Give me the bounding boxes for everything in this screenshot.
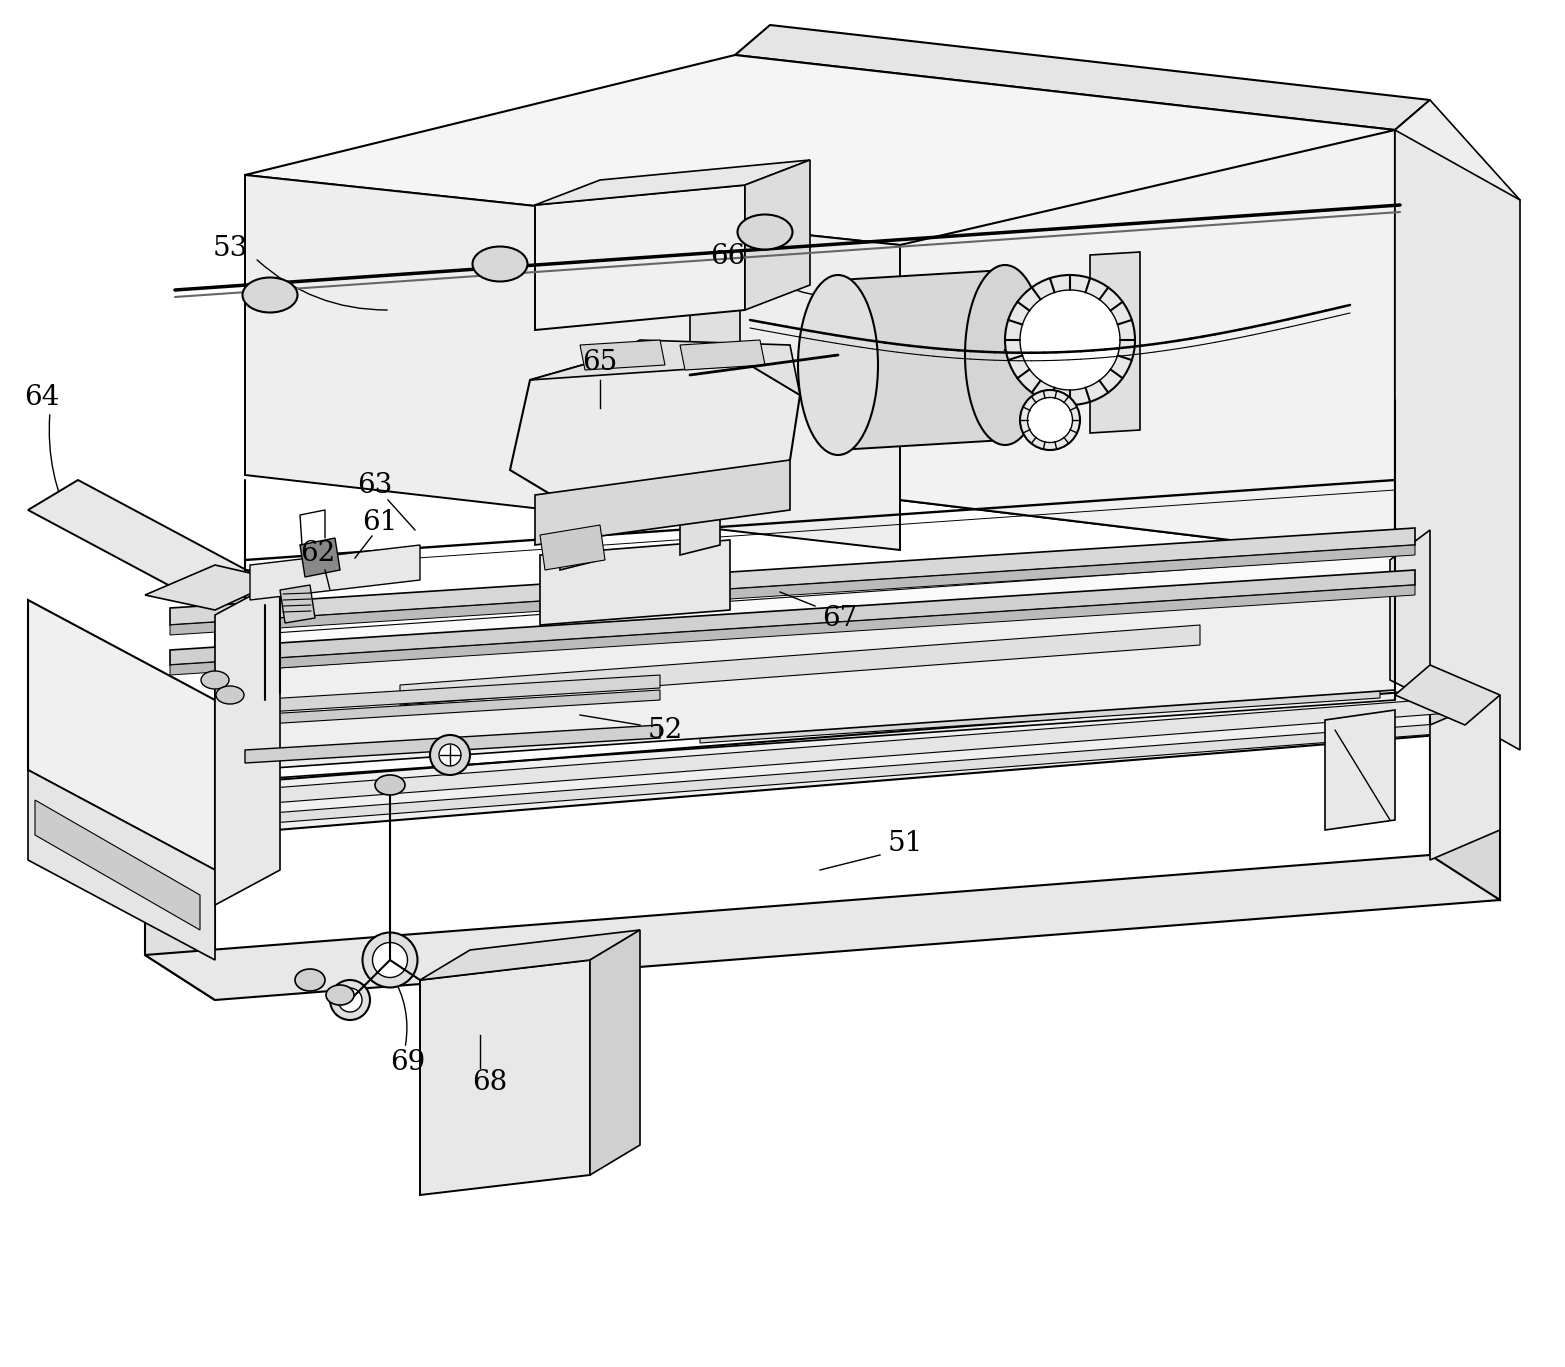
Polygon shape [1394,100,1430,560]
Polygon shape [419,930,640,980]
Ellipse shape [216,686,244,704]
Text: 67: 67 [822,604,858,632]
Polygon shape [1394,664,1499,725]
Polygon shape [300,539,340,577]
Ellipse shape [1020,290,1121,390]
Polygon shape [180,723,1451,830]
Text: 61: 61 [363,509,398,536]
Polygon shape [146,690,1499,835]
Text: 51: 51 [887,830,923,857]
Polygon shape [736,55,1394,560]
Polygon shape [171,570,1415,664]
Polygon shape [590,930,640,1176]
Text: 52: 52 [648,716,682,744]
Polygon shape [540,540,729,625]
Polygon shape [146,790,214,1001]
Ellipse shape [1005,275,1135,405]
Polygon shape [146,565,280,610]
Polygon shape [581,340,665,370]
Ellipse shape [1020,390,1080,450]
Ellipse shape [200,671,228,689]
Polygon shape [690,284,740,465]
Polygon shape [1394,100,1520,230]
Polygon shape [837,271,1005,450]
Polygon shape [214,580,280,905]
Polygon shape [28,770,214,960]
Polygon shape [246,55,1394,245]
Polygon shape [28,480,264,610]
Text: 63: 63 [357,472,393,499]
Polygon shape [1394,130,1520,750]
Polygon shape [401,625,1200,705]
Polygon shape [531,340,800,395]
Polygon shape [180,699,1451,811]
Ellipse shape [430,735,470,775]
Polygon shape [214,580,264,781]
Polygon shape [246,591,1394,770]
Polygon shape [246,175,900,550]
Text: 65: 65 [582,349,618,376]
Polygon shape [560,420,599,570]
Text: 53: 53 [213,235,247,261]
Ellipse shape [1028,398,1072,443]
Polygon shape [681,405,720,555]
Ellipse shape [338,988,362,1012]
Polygon shape [535,185,745,329]
Polygon shape [1430,690,1499,899]
Ellipse shape [330,980,369,1020]
Ellipse shape [372,942,407,977]
Polygon shape [146,854,1499,1001]
Polygon shape [250,690,660,725]
Ellipse shape [440,744,462,766]
Polygon shape [1326,709,1394,830]
Ellipse shape [363,932,418,987]
Polygon shape [171,585,1415,675]
Ellipse shape [243,278,297,313]
Ellipse shape [326,986,354,1005]
Polygon shape [535,461,790,545]
Ellipse shape [798,275,878,455]
Polygon shape [681,340,765,370]
Text: 68: 68 [473,1069,507,1095]
Text: 64: 64 [25,384,59,410]
Polygon shape [745,160,811,310]
Polygon shape [246,555,1394,675]
Polygon shape [736,25,1430,130]
Polygon shape [700,690,1380,744]
Ellipse shape [966,265,1045,446]
Ellipse shape [473,246,527,282]
Ellipse shape [294,969,326,991]
Ellipse shape [376,775,405,796]
Polygon shape [34,800,200,930]
Polygon shape [171,545,1415,636]
Polygon shape [1089,252,1139,433]
Polygon shape [250,545,419,600]
Polygon shape [510,360,800,500]
Polygon shape [540,525,606,570]
Polygon shape [28,600,214,869]
Polygon shape [280,585,315,623]
Polygon shape [1430,694,1499,860]
Polygon shape [535,160,811,205]
Polygon shape [250,675,660,714]
Text: 69: 69 [390,1048,426,1076]
Text: 62: 62 [300,540,335,566]
Polygon shape [246,725,660,763]
Polygon shape [1390,530,1430,700]
Polygon shape [419,960,590,1195]
Polygon shape [171,528,1415,625]
Ellipse shape [737,215,792,250]
Text: 66: 66 [711,242,745,269]
